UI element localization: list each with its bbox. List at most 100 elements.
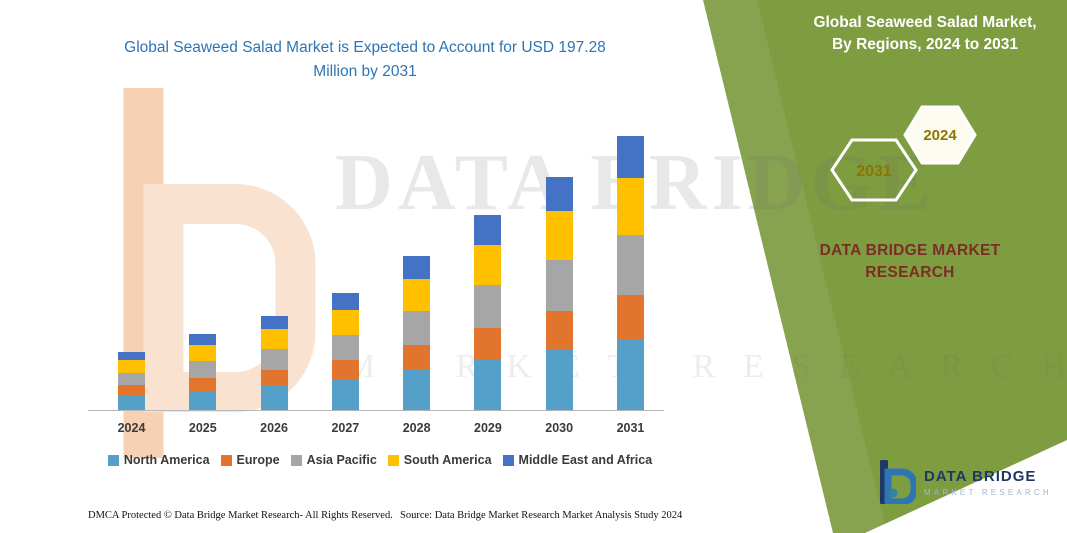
logo-text: DATA BRIDGE MARKET RESEARCH — [924, 468, 1052, 497]
bar-2025: 2025 — [189, 136, 217, 435]
legend-item-middle-east-and-africa: Middle East and Africa — [502, 453, 653, 467]
segment-middle-east-and-africa — [616, 135, 644, 178]
legend-item-europe: Europe — [220, 453, 280, 467]
legend-swatch-south-america — [387, 454, 399, 466]
legend-swatch-middle-east-and-africa — [502, 454, 514, 466]
panel-title: Global Seaweed Salad Market, By Regions,… — [813, 14, 1037, 54]
segment-middle-east-and-africa — [189, 333, 217, 345]
legend-swatch-europe — [220, 454, 232, 466]
logo-b-dot — [888, 488, 898, 498]
x-tick-label-2026: 2026 — [260, 421, 288, 435]
watermark-b-bowl — [143, 184, 316, 412]
legend: North America Europe Asia Pacific South Ame… — [80, 453, 680, 467]
segment-south-america — [474, 244, 502, 285]
segment-north-america — [118, 394, 145, 410]
chart-title: Global Seaweed Salad Market is Expected … — [124, 39, 606, 81]
segment-middle-east-and-africa — [403, 255, 431, 280]
x-axis-line — [88, 410, 664, 411]
segment-north-america — [616, 339, 644, 410]
segment-middle-east-and-africa — [331, 293, 359, 310]
hexagon-2031-label: 2031 — [856, 163, 892, 180]
x-tick-label-2028: 2028 — [402, 421, 431, 435]
hexagon-2024-badge: 2024 — [903, 105, 977, 165]
legend-swatch-north-america — [107, 454, 119, 466]
bar-stack-2025 — [189, 333, 217, 410]
bar-2031: 2031 — [616, 135, 644, 435]
legend-item-south-america: South America — [387, 453, 492, 467]
hexagon-2024-label: 2024 — [923, 127, 957, 144]
segment-south-america — [189, 344, 217, 362]
bar-stack-2024 — [118, 351, 145, 410]
segment-north-america — [474, 360, 502, 410]
footer-dmca-text: DMCA Protected © Data Bridge Market Rese… — [88, 510, 393, 521]
x-tick-label-2025: 2025 — [188, 421, 217, 435]
segment-europe — [118, 385, 145, 395]
segment-south-america — [616, 177, 644, 235]
segment-middle-east-and-africa — [118, 351, 145, 361]
legend-swatch-asia-pacific — [290, 454, 302, 466]
segment-asia-pacific — [118, 372, 145, 386]
bar-stack-2026 — [260, 315, 288, 410]
hexagon-2031-badge: 2031 — [830, 138, 918, 202]
segment-europe — [545, 311, 573, 349]
segment-middle-east-and-africa — [474, 215, 502, 245]
x-tick-label-2027: 2027 — [331, 421, 360, 435]
x-tick-label-2024: 2024 — [117, 421, 146, 435]
segment-south-america — [260, 329, 288, 349]
bars-row: 2024 2025 2026 2027 2028 2029 2030 2031 — [88, 135, 662, 435]
stacked-bar-chart: 2024 2025 2026 2027 2028 2029 2030 2031 — [88, 135, 662, 435]
hexagon-2024-outline — [903, 105, 977, 165]
segment-middle-east-and-africa — [260, 315, 288, 330]
hexagon-2031-outline — [830, 138, 918, 202]
bar-stack-2027 — [331, 293, 359, 410]
segment-middle-east-and-africa — [545, 176, 573, 212]
logo-name: DATA BRIDGE — [924, 467, 1037, 485]
segment-asia-pacific — [189, 361, 217, 378]
bar-2026: 2026 — [260, 136, 288, 435]
legend-item-north-america: North America — [107, 453, 210, 467]
segment-north-america — [545, 348, 573, 410]
segment-asia-pacific — [331, 334, 359, 360]
segment-asia-pacific — [474, 284, 502, 328]
bar-2027: 2027 — [331, 136, 359, 435]
databridge-logo-b-icon — [880, 460, 916, 504]
segment-asia-pacific — [260, 348, 288, 370]
bar-stack-2028 — [403, 255, 431, 410]
logo-b-bowl — [884, 468, 916, 504]
segment-europe — [474, 328, 502, 360]
bar-2030: 2030 — [545, 136, 573, 435]
bar-2024: 2024 — [118, 136, 145, 435]
segment-south-america — [403, 279, 431, 312]
legend-label-middle-east-and-africa: Middle East and Africa — [518, 453, 653, 467]
legend-label-north-america: North America — [123, 453, 210, 467]
x-tick-label-2029: 2029 — [474, 421, 502, 435]
segment-europe — [616, 294, 644, 340]
panel-brand-text: DATA BRIDGE MARKET RESEARCH — [819, 242, 1001, 281]
watermark-text-line2: MARKET RESEARCH — [345, 348, 1067, 385]
segment-north-america — [189, 390, 217, 410]
x-tick-label-2030: 2030 — [545, 421, 574, 435]
legend-label-asia-pacific: Asia Pacific — [306, 453, 377, 467]
logo-tagline: MARKET RESEARCH — [924, 487, 1052, 497]
bar-stack-2030 — [545, 176, 573, 410]
segment-north-america — [260, 385, 288, 410]
footer-source-text: Source: Data Bridge Market Research Mark… — [400, 510, 683, 521]
bar-stack-2031 — [616, 135, 644, 410]
segment-south-america — [118, 360, 145, 373]
segment-north-america — [403, 369, 431, 410]
bar-2029: 2029 — [474, 136, 502, 435]
segment-south-america — [331, 309, 359, 335]
databridge-logo: DATA BRIDGE MARKET RESEARCH — [878, 460, 1052, 504]
segment-asia-pacific — [545, 259, 573, 312]
bar-2028: 2028 — [403, 136, 431, 435]
legend-item-asia-pacific: Asia Pacific — [290, 453, 377, 467]
legend-label-south-america: South America — [403, 453, 492, 467]
segment-south-america — [545, 211, 573, 260]
bar-stack-2029 — [474, 215, 502, 410]
x-tick-label-2031: 2031 — [616, 421, 645, 435]
segment-europe — [403, 344, 431, 370]
segment-europe — [331, 359, 359, 380]
legend-label-europe: Europe — [236, 453, 280, 467]
segment-asia-pacific — [616, 234, 644, 295]
